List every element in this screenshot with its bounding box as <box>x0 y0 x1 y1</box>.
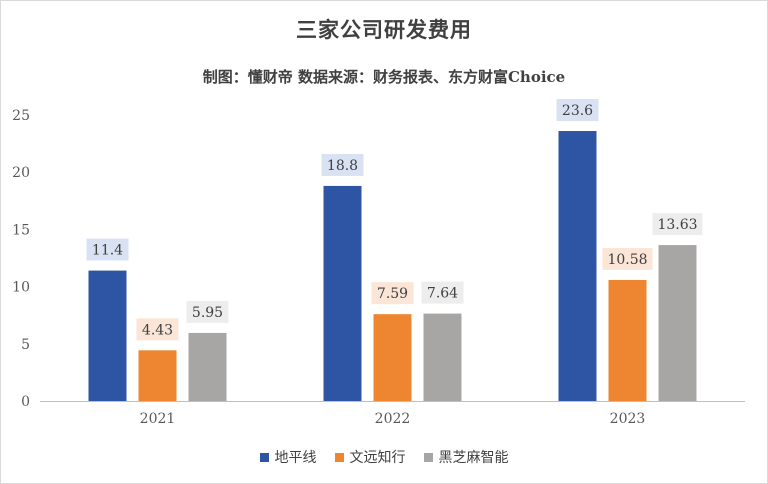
bar <box>608 279 647 401</box>
data-label-background <box>421 281 464 304</box>
data-label-background <box>136 318 179 341</box>
legend-label: 地平线 <box>274 450 317 466</box>
legend-item: 地平线 <box>259 447 317 467</box>
data-label: 23.6 <box>562 103 593 119</box>
bar <box>558 131 597 402</box>
chart-subtitle: 制图：懂财帝 数据来源：财务报表、东方财富Choice <box>202 68 566 86</box>
bar <box>658 245 697 401</box>
legend: 地平线 文远知行 黑芝麻智能 <box>0 447 768 467</box>
data-label-background <box>602 247 653 270</box>
y-axis: 0 5 10 15 20 25 <box>12 108 30 410</box>
data-label: 13.63 <box>657 217 697 233</box>
legend-label: 黑芝麻智能 <box>438 450 509 466</box>
x-axis: 2021 2022 2023 <box>40 401 745 427</box>
data-label-background <box>652 213 703 236</box>
bar <box>423 313 462 401</box>
bar <box>88 270 127 401</box>
legend-item: 文远知行 <box>334 447 406 467</box>
x-tick-label: 2022 <box>375 411 411 427</box>
y-tick-label: 5 <box>21 337 30 353</box>
chart-title: 三家公司研发费用 <box>296 17 472 42</box>
x-tick-label: 2023 <box>610 411 646 427</box>
x-tick-label: 2021 <box>140 411 176 427</box>
bar <box>138 350 177 401</box>
bar <box>373 314 412 401</box>
data-label-background <box>86 238 129 261</box>
data-labels: 11.4 4.43 5.95 18.8 7.59 7.64 23.6 10.58 13.63 <box>86 99 703 341</box>
data-label: 11.4 <box>92 243 123 259</box>
data-label-background <box>371 282 414 305</box>
data-label: 7.59 <box>377 286 408 302</box>
y-tick-label: 25 <box>12 108 30 124</box>
legend-item: 黑芝麻智能 <box>423 447 509 467</box>
y-tick-label: 15 <box>12 222 30 238</box>
bars <box>88 131 697 402</box>
data-label: 5.95 <box>192 305 223 321</box>
data-label-background <box>321 153 364 176</box>
y-tick-label: 0 <box>21 394 30 410</box>
bar <box>323 185 362 401</box>
legend-label: 文远知行 <box>349 450 406 466</box>
y-tick-label: 10 <box>12 280 30 296</box>
data-label-background <box>556 99 599 122</box>
data-label: 7.64 <box>427 286 458 302</box>
legend-swatch <box>334 452 344 462</box>
y-tick-label: 20 <box>12 165 30 181</box>
data-label-background <box>186 300 229 323</box>
data-label: 10.58 <box>607 252 647 268</box>
legend-swatch <box>423 452 433 462</box>
data-label: 4.43 <box>142 322 173 338</box>
legend-swatch <box>259 452 269 462</box>
bar <box>188 332 227 401</box>
data-label: 18.8 <box>327 158 358 174</box>
